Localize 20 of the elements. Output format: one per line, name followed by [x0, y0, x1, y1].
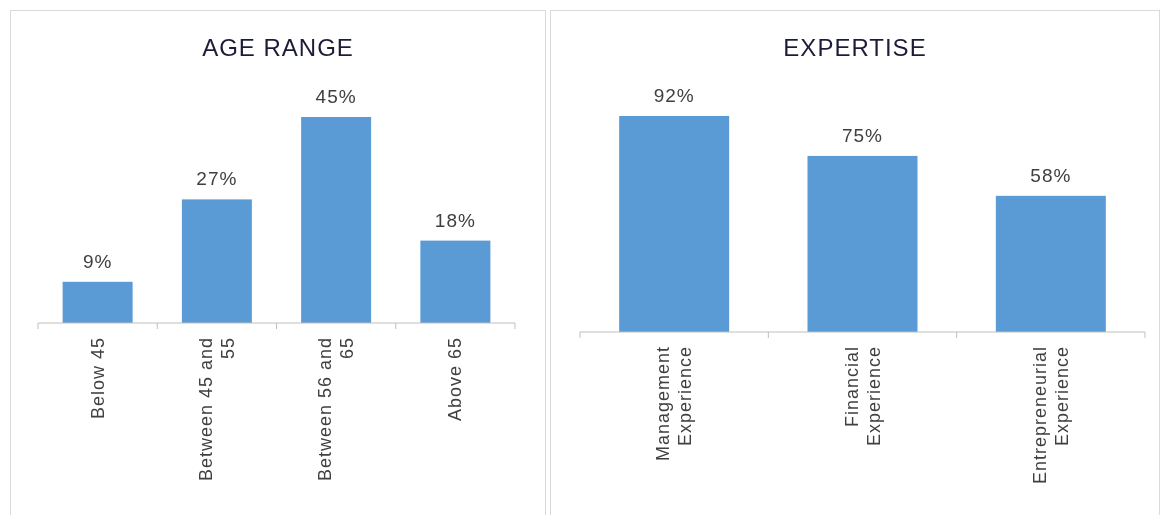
x-tick-label: Management Experience	[653, 346, 696, 462]
bar	[62, 281, 133, 323]
data-label: 27%	[196, 168, 238, 190]
x-tick-label: Financial Experience	[841, 346, 884, 447]
data-label: 9%	[82, 250, 113, 272]
x-tick-label: Above 65	[445, 337, 466, 422]
x-tick-label: Between 45 and 55	[195, 337, 238, 482]
data-label: 45%	[315, 86, 357, 107]
data-label: 58%	[1030, 164, 1072, 186]
bar	[420, 240, 491, 323]
data-label: 75%	[841, 124, 884, 146]
chart-title: EXPERTISE	[783, 34, 927, 61]
bar	[301, 117, 372, 323]
bar	[181, 199, 252, 323]
x-tick-label: Between 56 and 65	[315, 337, 358, 482]
data-label: 92%	[653, 85, 695, 106]
data-label: 18%	[434, 209, 476, 231]
x-tick-label: Entrepreneurial Experience	[1029, 346, 1072, 485]
x-tick-label: Below 45	[87, 337, 108, 420]
chart-title: AGE RANGE	[202, 34, 354, 61]
